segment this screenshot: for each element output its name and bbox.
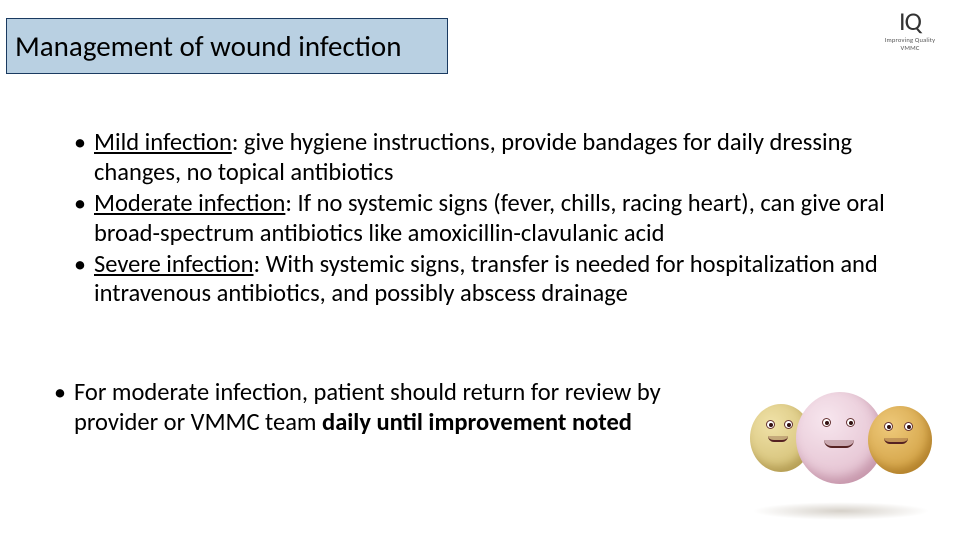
germ-eye-icon <box>766 420 775 429</box>
bullet-label: Moderate infection <box>94 188 285 218</box>
germ-eye-icon <box>904 422 913 431</box>
title-box: Management of wound infection <box>6 18 448 74</box>
germ-illustration <box>746 370 936 520</box>
logo-tagline: Improving Quality VMMC <box>876 36 944 52</box>
germ-eye-icon <box>884 422 893 431</box>
bullet-label: Severe infection <box>94 249 254 279</box>
illustration-shadow <box>752 502 930 520</box>
germ-eye-icon <box>822 418 831 427</box>
germ-eye-icon <box>846 418 855 427</box>
bullet-group-1: Mild infection: give hygiene instruction… <box>72 128 912 310</box>
bullet-group-2: For moderate infection, patient should r… <box>52 378 750 439</box>
germ-eye-icon <box>784 420 793 429</box>
slide-title: Management of wound infection <box>15 28 401 64</box>
list-item: Mild infection: give hygiene instruction… <box>72 128 912 188</box>
list-item: Moderate infection: If no systemic signs… <box>72 189 912 249</box>
logo: IQ Improving Quality VMMC <box>876 8 944 52</box>
bullet-label: Mild infection <box>94 127 232 157</box>
list-item: For moderate infection, patient should r… <box>52 378 750 438</box>
logo-mark: IQ <box>876 8 944 34</box>
list-item: Severe infection: With systemic signs, t… <box>72 250 912 310</box>
germ-mouth-icon <box>884 438 908 444</box>
bullet-text-bold: daily until improvement noted <box>322 407 632 437</box>
germ-mouth-icon <box>768 436 788 442</box>
germ-mouth-icon <box>824 440 854 448</box>
